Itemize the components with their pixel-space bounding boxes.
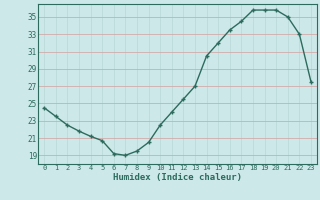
X-axis label: Humidex (Indice chaleur): Humidex (Indice chaleur) [113, 173, 242, 182]
